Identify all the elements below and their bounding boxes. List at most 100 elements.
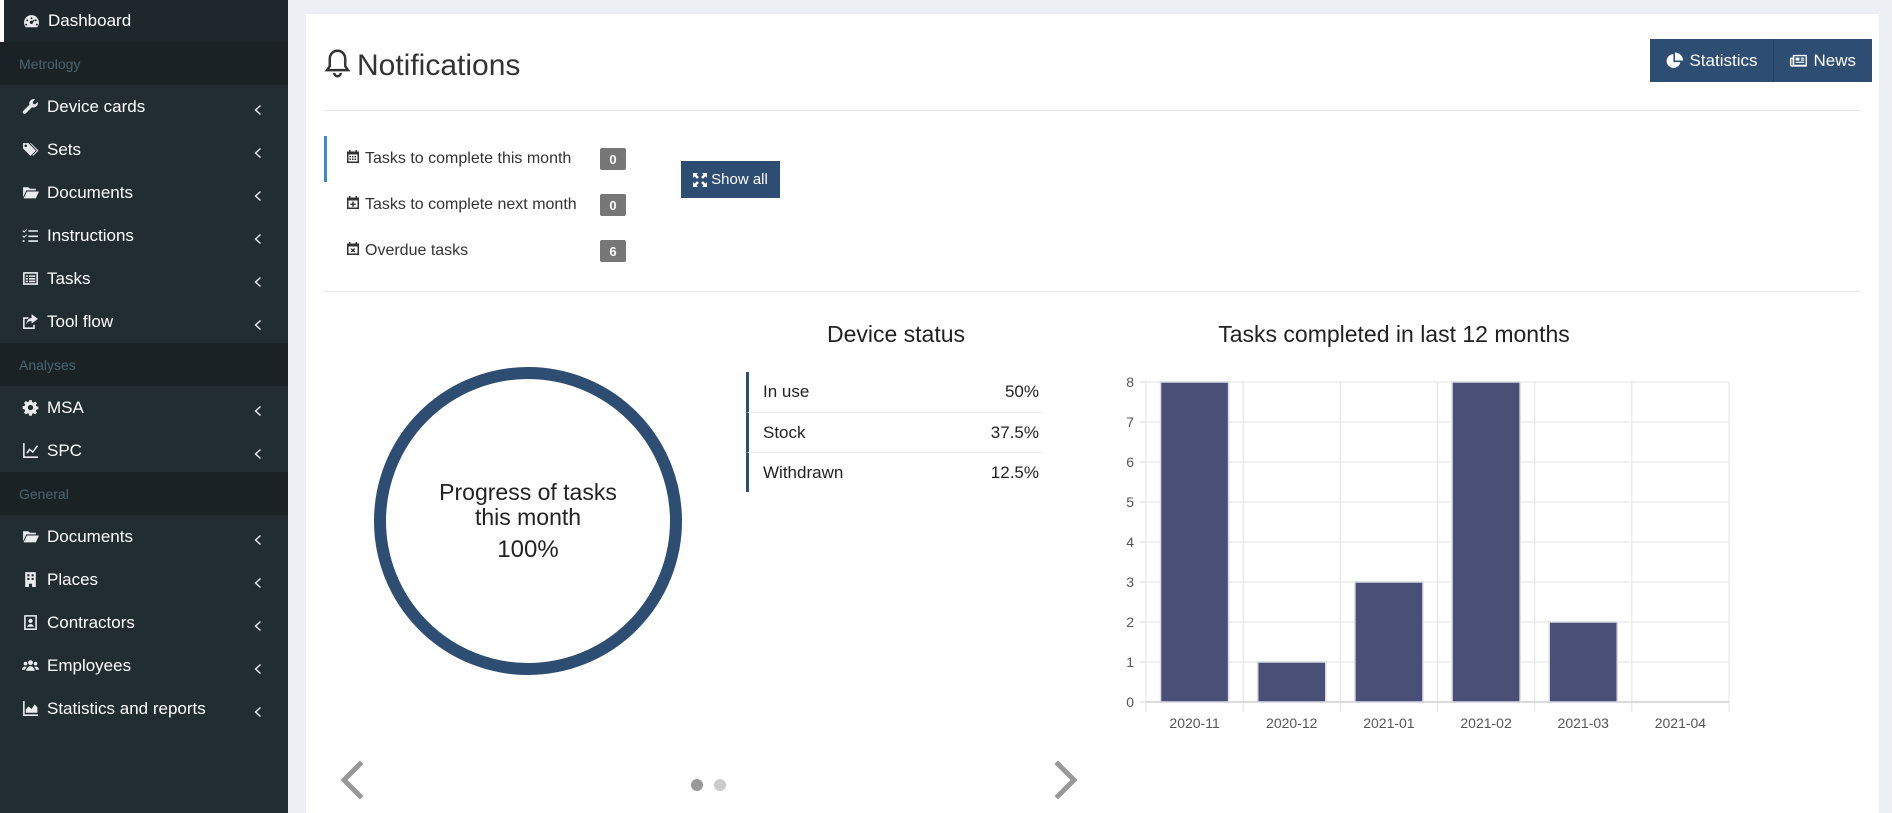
device-status-list: In use 50% Stock 37.5% Withdrawn 12.5% [746,372,1042,492]
page-title: Notifications [357,49,521,82]
chevron-left-icon [252,187,262,201]
pie-chart-icon [1667,52,1684,68]
task-item-overdue[interactable]: Overdue tasks 6 [324,228,626,274]
sidebar-item-documents[interactable]: Documents [0,171,288,214]
chevron-left-icon [252,101,262,115]
sidebar-item-label: Places [47,569,99,589]
sidebar-item-label: Documents [47,526,133,546]
sidebar-item-contractors[interactable]: Contractors [0,601,288,644]
sidebar-item-label: SPC [47,440,82,460]
carousel-dot[interactable] [691,779,703,791]
y-tick-label: 8 [1126,374,1134,390]
calendar-icon [346,149,365,169]
sidebar-item-label: Tasks [47,268,91,288]
sidebar-item-sets[interactable]: Sets [0,128,288,171]
folder-open-icon [21,528,39,546]
chevron-left-icon [252,703,262,717]
sidebar-section-analyses: Analyses [0,343,288,386]
users-icon [21,657,39,675]
chevron-left-icon [252,273,262,287]
news-button[interactable]: News [1773,39,1872,82]
chevron-left-icon [252,316,262,330]
chevron-left-icon [252,230,262,244]
y-tick-label: 5 [1126,494,1134,510]
progress-title-line1: Progress of tasks [439,479,617,505]
count-badge: 0 [600,194,626,216]
divider [324,110,1861,111]
x-tick-label: 2021-03 [1558,715,1610,731]
sidebar-item-general-documents[interactable]: Documents [0,515,288,558]
list-item: Withdrawn 12.5% [746,452,1042,492]
sidebar-section-metrology: Metrology [0,42,288,85]
sidebar-item-device-cards[interactable]: Device cards [0,85,288,128]
building-icon [21,571,39,589]
statistics-button[interactable]: Statistics [1650,39,1774,82]
bar-2021-01 [1354,581,1424,703]
folder-open-icon [21,184,39,202]
status-value: 37.5% [990,422,1039,442]
status-label: Withdrawn [763,462,844,482]
sidebar-item-spc[interactable]: SPC [0,429,288,472]
line-chart-icon [21,442,39,460]
gear-icon [21,399,39,417]
status-value: 12.5% [990,462,1039,482]
address-book-icon [21,614,39,632]
count-badge: 6 [600,240,626,262]
dashboard-icon [22,12,40,30]
chevron-left-icon [252,445,262,459]
header-button-group: Statistics News [1650,39,1872,82]
y-tick-label: 1 [1126,654,1134,670]
y-tick-label: 0 [1126,694,1134,710]
x-tick-label: 2021-04 [1655,715,1707,731]
progress-ring-graphic [374,367,682,675]
sidebar-item-dashboard[interactable]: Dashboard [0,0,288,42]
sidebar-section-general: General [0,472,288,515]
calendar-times-icon [346,241,365,261]
task-item-next-month[interactable]: Tasks to complete next month 0 [324,182,626,228]
divider [324,291,1861,292]
progress-ring-arc [374,367,682,675]
sidebar-item-tool-flow[interactable]: Tool flow [0,300,288,343]
tasks-list-icon [21,227,39,245]
task-item-label: Tasks to complete this month [365,150,572,167]
sidebar-item-label: Sets [47,139,82,159]
carousel-indicators [691,779,726,791]
task-item-label: Tasks to complete next month [365,196,577,213]
carousel-next-button[interactable] [1052,760,1080,800]
progress-title-line2: this month [474,504,582,530]
task-item-label: Overdue tasks [365,242,469,259]
sidebar-item-label: MSA [47,397,84,417]
sidebar-item-employees[interactable]: Employees [0,644,288,687]
tags-icon [21,141,39,159]
news-label: News [1813,50,1856,70]
x-tick-label: 2021-02 [1460,715,1512,731]
x-tick-label: 2020-12 [1266,715,1318,731]
sidebar-item-tasks[interactable]: Tasks [0,257,288,300]
list-item: Stock 37.5% [746,412,1042,452]
area-chart-icon [21,700,39,718]
y-tick-label: 7 [1126,414,1134,430]
carousel-prev-button[interactable] [338,760,366,800]
carousel-dot[interactable] [714,779,726,791]
sidebar-item-label: Device cards [47,96,146,116]
show-all-button[interactable]: Show all [681,161,780,198]
show-all-label: Show all [711,171,768,188]
newspaper-icon [1790,54,1808,67]
list-item: In use 50% [746,372,1042,412]
bar-2021-03 [1548,621,1619,703]
sidebar-item-label: Statistics and reports [47,698,206,718]
bar-2020-11 [1159,381,1230,703]
task-item-this-month[interactable]: Tasks to complete this month 0 [324,136,626,182]
sidebar-item-instructions[interactable]: Instructions [0,214,288,257]
chevron-left-icon [252,402,262,416]
chevron-left-icon [252,531,262,545]
status-label: In use [763,382,810,401]
sidebar-item-msa[interactable]: MSA [0,386,288,429]
sidebar-item-statistics-reports[interactable]: Statistics and reports [0,687,288,730]
tasks-completed-bar-chart: 0 1 2 3 4 5 6 7 8 2020-11 2020-12 2021-01 2021-02 202… [1126,374,1730,731]
status-label: Stock [763,422,806,442]
chart-title: Tasks completed in last 12 months [1218,321,1570,347]
wrench-icon [21,98,39,116]
list-alt-icon [21,270,39,288]
sidebar-item-places[interactable]: Places [0,558,288,601]
